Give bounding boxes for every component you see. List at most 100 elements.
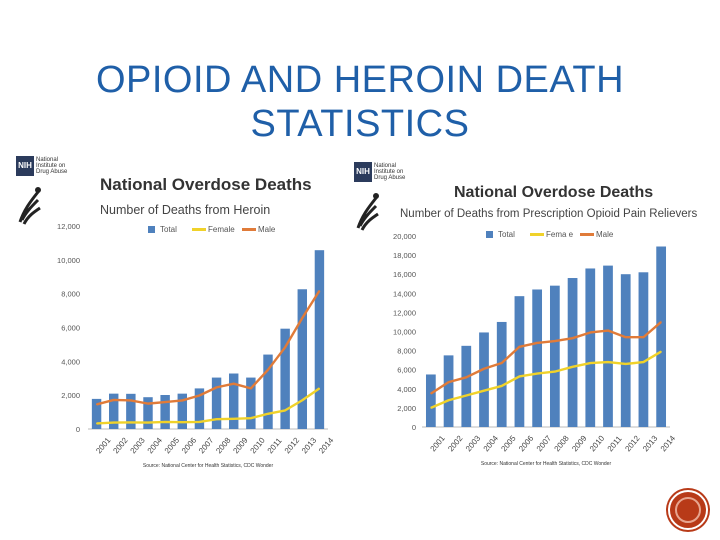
y-tick-label: 20,000 bbox=[393, 232, 416, 241]
y-tick-label: 4,000 bbox=[61, 357, 80, 366]
y-tick-label: 10,000 bbox=[57, 256, 80, 265]
point-male-2001 bbox=[430, 392, 432, 395]
hhs-eagle-icon bbox=[356, 193, 379, 231]
bar-total-2004 bbox=[143, 397, 153, 429]
bar-total-2012 bbox=[280, 328, 290, 429]
point-female-2011 bbox=[607, 361, 609, 363]
legend-label-0: Total bbox=[160, 225, 177, 234]
legend-label-2: Male bbox=[596, 230, 614, 239]
chart-source: Source: National Center for Health Stati… bbox=[143, 463, 274, 469]
x-tick-label-2013: 2013 bbox=[641, 433, 660, 453]
point-male-2009 bbox=[233, 383, 235, 385]
point-male-2013 bbox=[642, 336, 645, 338]
opioid-chart: National Overdose Deaths Number of Deaths… bbox=[393, 184, 697, 467]
point-male-2007 bbox=[198, 394, 201, 397]
bar-total-2011 bbox=[263, 354, 273, 429]
point-female-2002 bbox=[447, 399, 450, 401]
y-tick-label: 18,000 bbox=[393, 251, 416, 260]
y-tick-label: 10,000 bbox=[393, 328, 416, 337]
x-tick-label-2005: 2005 bbox=[499, 433, 518, 453]
x-tick-label-2006: 2006 bbox=[517, 433, 536, 453]
y-tick-label: 2,000 bbox=[397, 404, 416, 413]
point-male-2006 bbox=[518, 346, 521, 348]
point-male-2012 bbox=[284, 346, 286, 348]
point-female-2007 bbox=[198, 421, 201, 423]
point-male-2008 bbox=[215, 386, 218, 388]
point-female-2010 bbox=[589, 362, 591, 364]
point-male-2014 bbox=[318, 290, 321, 292]
line-male bbox=[430, 321, 662, 395]
point-male-2008 bbox=[554, 340, 556, 342]
bar-total-2007 bbox=[194, 388, 205, 429]
line-male bbox=[96, 290, 321, 406]
point-female-2008 bbox=[554, 371, 556, 373]
slide-title-line2: STATISTICS bbox=[250, 103, 470, 145]
bar-total-2011 bbox=[603, 265, 613, 427]
x-tick-label-2001: 2001 bbox=[94, 435, 113, 455]
point-male-2005 bbox=[164, 401, 166, 403]
nih-badge: NIH bbox=[354, 162, 372, 182]
point-female-2002 bbox=[113, 421, 115, 424]
x-tick-label-2007: 2007 bbox=[535, 433, 554, 453]
point-female-2005 bbox=[501, 385, 503, 387]
point-female-2007 bbox=[536, 372, 538, 375]
y-tick-label: 4,000 bbox=[397, 385, 416, 394]
bar-total-2005 bbox=[496, 321, 507, 427]
x-tick-label-2003: 2003 bbox=[464, 433, 483, 453]
bar-total-2002 bbox=[443, 355, 454, 427]
point-male-2007 bbox=[536, 342, 538, 344]
point-male-2010 bbox=[589, 331, 591, 334]
point-male-2011 bbox=[607, 329, 609, 332]
chart-subtitle: Number of Deaths from Prescription Opioi… bbox=[400, 208, 697, 220]
point-female-2009 bbox=[233, 418, 235, 420]
x-tick-label-2009: 2009 bbox=[231, 435, 250, 455]
y-tick-label: 8,000 bbox=[61, 290, 80, 299]
y-tick-label: 6,000 bbox=[397, 366, 416, 375]
legend-swatch-0 bbox=[486, 231, 493, 238]
point-male-2006 bbox=[181, 399, 183, 402]
x-tick-label-2010: 2010 bbox=[588, 433, 607, 453]
point-male-2002 bbox=[447, 381, 450, 383]
x-tick-label-2011: 2011 bbox=[606, 434, 624, 453]
bar-total-2008 bbox=[549, 285, 560, 427]
bar-total-2014 bbox=[314, 250, 325, 429]
line-female bbox=[430, 350, 662, 410]
x-tick-label-2004: 2004 bbox=[482, 433, 501, 453]
chart-source: Source: National Center for Health Stati… bbox=[481, 461, 612, 467]
y-tick-label: 6,000 bbox=[61, 324, 80, 333]
x-tick-label-2014: 2014 bbox=[317, 435, 336, 455]
x-tick-label-2009: 2009 bbox=[570, 433, 589, 453]
point-female-2003 bbox=[130, 421, 132, 424]
y-tick-label: 14,000 bbox=[393, 289, 416, 298]
point-female-2004 bbox=[483, 390, 485, 392]
x-tick-label-2003: 2003 bbox=[128, 435, 147, 455]
bar-total-2001 bbox=[425, 374, 436, 427]
nih-text: National Institute on Drug Abuse bbox=[374, 163, 406, 181]
legend-label-1: Fema e bbox=[546, 230, 574, 239]
legend-label-0: Total bbox=[498, 230, 515, 239]
point-female-2001 bbox=[430, 407, 432, 409]
bar-total-2004 bbox=[479, 332, 489, 427]
point-male-2001 bbox=[95, 403, 98, 406]
y-tick-label: 0 bbox=[412, 423, 416, 432]
x-tick-label-2002: 2002 bbox=[111, 435, 130, 455]
bar-total-2003 bbox=[461, 345, 472, 427]
point-female-2004 bbox=[147, 421, 149, 424]
bar-total-2014 bbox=[656, 246, 667, 427]
point-male-2005 bbox=[501, 362, 503, 364]
point-female-2011 bbox=[267, 413, 269, 415]
bar-total-2013 bbox=[638, 272, 649, 427]
y-tick-label: 16,000 bbox=[393, 270, 416, 279]
slide-title-line1: OPIOID AND HEROIN DEATH bbox=[95, 59, 625, 101]
point-female-2010 bbox=[250, 417, 252, 419]
point-female-2006 bbox=[181, 421, 183, 423]
point-female-2006 bbox=[518, 375, 521, 377]
point-male-2004 bbox=[147, 403, 149, 405]
nih-logo: NIH National Institute on Drug Abuse bbox=[354, 160, 420, 184]
bar-total-2005 bbox=[160, 394, 170, 429]
x-tick-label-2013: 2013 bbox=[300, 435, 319, 455]
legend-swatch-0 bbox=[148, 226, 155, 233]
bar-total-2007 bbox=[532, 289, 543, 427]
next-slide-button[interactable] bbox=[668, 490, 708, 530]
legend-label-1: Female bbox=[208, 225, 235, 234]
